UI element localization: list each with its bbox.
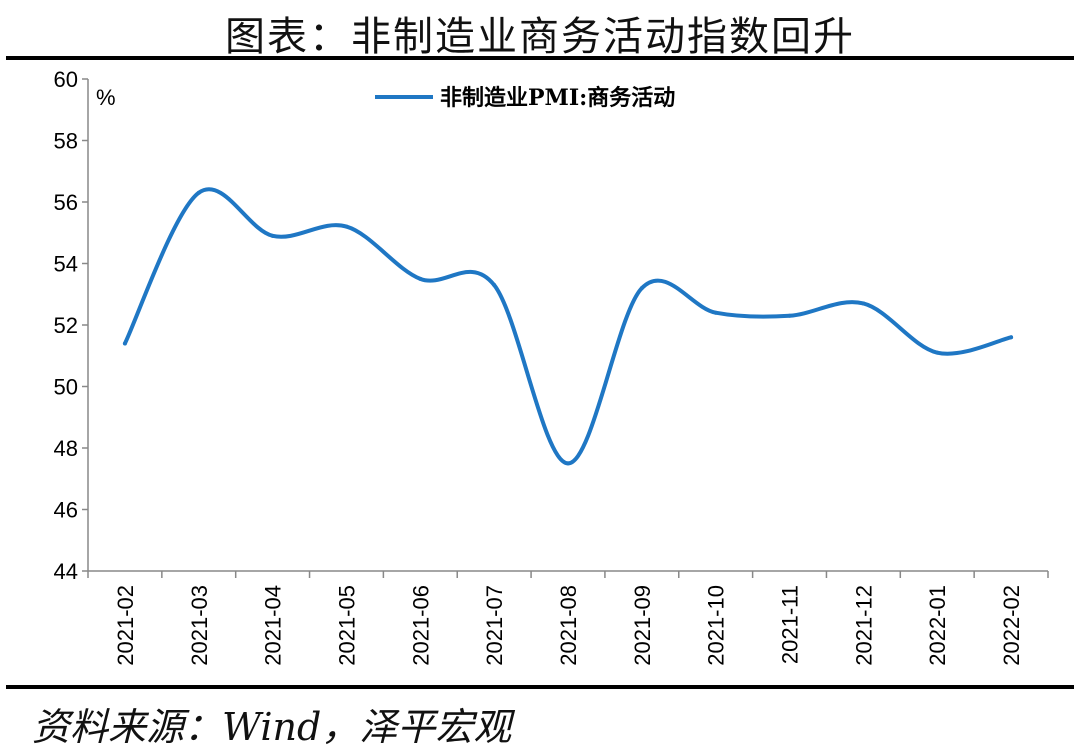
data-point	[344, 224, 349, 229]
x-tick-label: 2021-10	[704, 585, 729, 666]
y-tick-label: 54	[54, 252, 78, 277]
x-tick-label: 2021-12	[851, 585, 876, 666]
bottom-rule	[6, 685, 1074, 689]
x-tick-label: 2021-11	[778, 585, 803, 664]
x-tick-label: 2021-03	[187, 585, 212, 666]
data-point	[122, 341, 127, 346]
y-unit-label: %	[96, 85, 116, 110]
y-tick-label: 52	[54, 313, 78, 338]
data-point	[1009, 335, 1014, 340]
series-line	[122, 187, 1014, 466]
x-tick-label: 2022-01	[925, 585, 950, 666]
data-point	[861, 301, 866, 306]
x-tick-label: 2021-05	[334, 585, 359, 666]
y-tick-label: 58	[54, 129, 78, 154]
x-tick-label: 2021-02	[113, 585, 138, 666]
data-point	[418, 276, 423, 281]
y-tick-label: 48	[54, 436, 78, 461]
x-tick-label: 2021-04	[261, 585, 286, 666]
x-tick-label: 2021-09	[630, 585, 655, 666]
y-axis: 44 46 48 50 52 54 56 58 60	[54, 67, 89, 584]
y-tick-label: 56	[54, 190, 78, 215]
data-point	[270, 233, 275, 238]
data-point	[492, 283, 497, 288]
x-tick-label: 2021-08	[556, 585, 581, 666]
data-point	[566, 461, 570, 466]
y-tick-label: 44	[54, 559, 78, 584]
x-axis: 2021-02 2021-03 2021-04 2021-05 2021-06 2021-…	[87, 570, 1049, 666]
source-note: 资料来源：Wind，泽平宏观	[32, 705, 512, 749]
x-tick-label: 2022-02	[999, 585, 1024, 666]
y-tick-label: 60	[54, 67, 78, 92]
series-layer	[122, 187, 1014, 466]
x-tick-label: 2021-06	[408, 585, 433, 666]
legend: 非制造业PMI:商务活动	[375, 85, 675, 111]
y-tick-label: 46	[54, 498, 78, 523]
data-point	[196, 190, 201, 195]
y-tick-label: 50	[54, 375, 78, 400]
chart-title: 图表：非制造业商务活动指数回升	[225, 14, 855, 60]
top-rule	[6, 56, 1074, 60]
data-point	[935, 350, 940, 355]
data-point	[787, 313, 792, 318]
data-point	[639, 286, 644, 291]
data-point	[713, 310, 718, 315]
legend-label: 非制造业PMI:商务活动	[440, 85, 675, 111]
x-tick-label: 2021-07	[482, 585, 507, 666]
